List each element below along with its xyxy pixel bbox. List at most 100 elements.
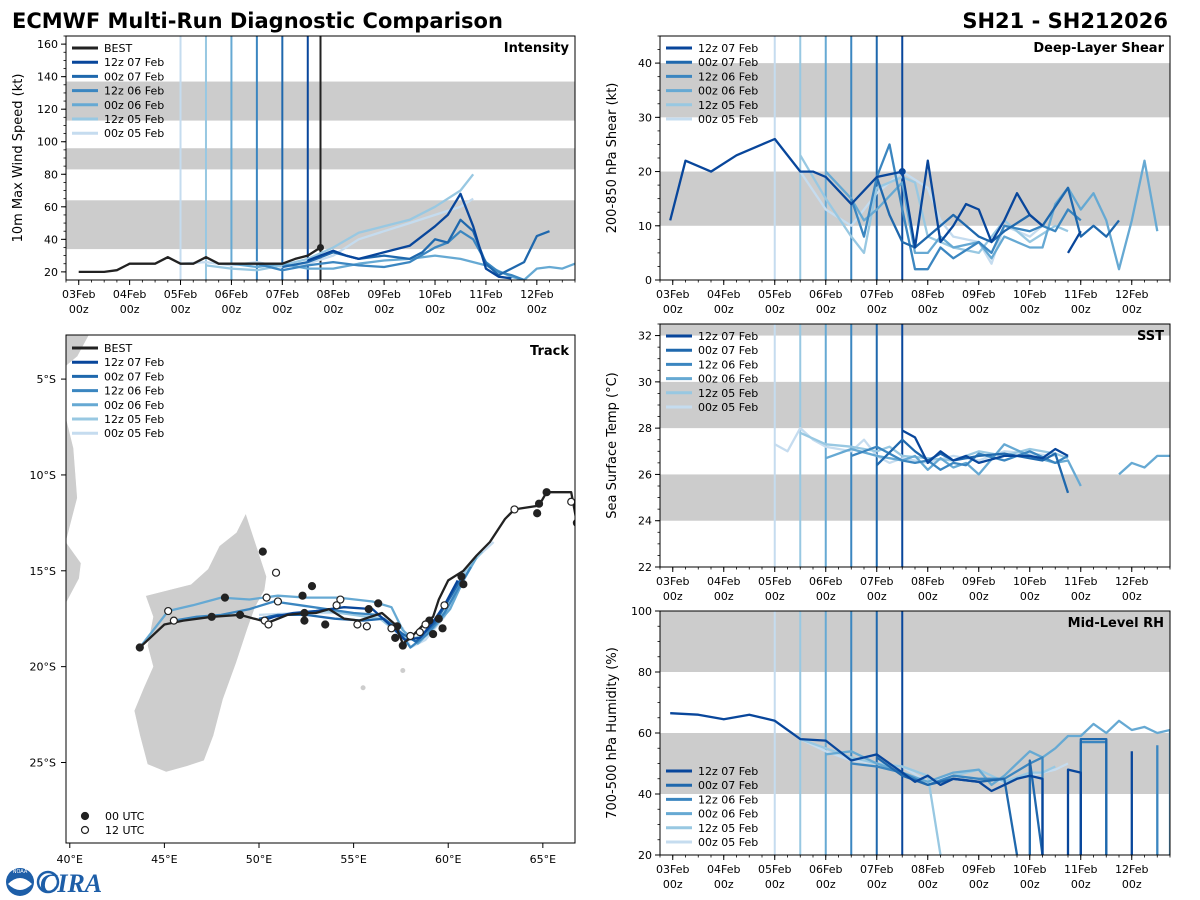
intensity-xtick-date-7: 10Feb [418,288,451,301]
intensity-ytick-label-40: 40 [44,233,58,246]
intensity-xtick-date-6: 09Feb [367,288,400,301]
shear-xtick-date-5: 08Feb [911,288,944,301]
intensity-best-current-point [317,243,324,251]
track-legend-label-00z-07-feb: 00z 07 Feb [104,370,164,383]
shear-series-00z-05-feb [773,138,1056,265]
track-best-point-2 [534,499,544,508]
rh-xtick-date-4: 07Feb [860,863,893,876]
shear-xtick-date-8: 11Feb [1064,288,1097,301]
shear-ytick-label-0: 0 [645,274,652,287]
sst-xtick-hour-4: 00z [867,590,887,603]
sst-xtick-date-6: 09Feb [962,575,995,588]
shear-xtick-date-2: 05Feb [758,288,791,301]
track-best-point-24 [336,595,345,604]
rh-legend-label-00z-07-feb: 00z 07 Feb [698,779,758,792]
sst-xtick-hour-7: 00z [1020,590,1040,603]
track-ytick-label-4: 25°S [30,756,56,769]
rh-xtick-date-8: 11Feb [1064,863,1097,876]
track-best-point-33 [258,547,267,556]
intensity-series-00z-05-feb [180,197,474,269]
track-title: Track [530,344,569,359]
rh-ytick-label-40: 40 [638,788,652,801]
track-plot-area [66,335,575,773]
intensity-panel: 20 40 60 80 100 120 140 160 03Feb 00z 04Feb 00z 05Fe… [11,35,576,316]
track-xtick-label-1: 45°E [151,853,177,866]
track-best-point-13 [428,629,438,639]
track-best-point-16 [398,641,407,650]
track-best-point-19 [387,624,396,633]
track-ytick-label-3: 20°S [30,661,56,674]
track-xtick-label-4: 60°E [435,853,461,866]
sst-xtick-date-8: 11Feb [1064,575,1097,588]
intensity-series-12z-06-feb [256,230,525,280]
rh-xtick-date-7: 10Feb [1013,863,1046,876]
rh-title: Mid-Level RH [1068,616,1164,631]
sst-ytick-label-26: 26 [638,468,652,481]
intensity-xtick-hour-0: 00z [69,303,89,316]
track-best-point-9 [434,614,443,623]
intensity-xtick-hour-4: 00z [272,303,292,316]
shear-xtick-hour-0: 00z [663,303,683,316]
track-best-point-8 [440,601,449,610]
track-panel: 40°E 45°E 50°E 55°E 60°E 65°E 5°S 10°S 15°S 20°S 2… [30,334,576,866]
sst-series-12z-07-feb [901,429,1069,465]
shear-plot-area [660,36,1170,280]
shear-xtick-hour-9: 00z [1122,303,1142,316]
track-best-point-23 [362,622,371,631]
track-best-point-37 [235,610,245,619]
rh-xtick-hour-2: 00z [765,878,785,891]
shear-xtick-date-6: 09Feb [962,288,995,301]
intensity-xtick-hour-5: 00z [323,303,343,316]
track-xtick-label-0: 40°E [57,853,83,866]
rh-ylabel: 700-500 hPa Humidity (%) [605,647,620,819]
noaa-logo: NOAA [6,868,34,896]
intensity-series-12z-05-feb [205,173,475,272]
rh-xtick-hour-8: 00z [1071,878,1091,891]
intensity-xtick-date-0: 03Feb [62,288,95,301]
track-best-point-34 [262,593,271,602]
shear-legend-label-00z-07-feb: 00z 07 Feb [698,56,758,69]
track-xtick-label-3: 55°E [340,853,366,866]
sst-ytick-label-22: 22 [638,561,652,574]
shear-legend-label-12z-07-feb: 12z 07 Feb [698,42,758,55]
rh-xtick-date-6: 09Feb [962,863,995,876]
sst-xtick-hour-6: 00z [969,590,989,603]
sst-xtick-hour-1: 00z [714,590,734,603]
track-best-point-1 [542,488,551,497]
sst-series-12z-05-feb [799,431,1069,462]
intensity-ylabel: 10m Max Wind Speed (kt) [11,74,26,243]
africa-north-land [66,335,89,366]
track-ytick-label-0: 5°S [37,373,56,386]
shear-xtick-hour-3: 00z [816,303,836,316]
sst-xtick-date-9: 12Feb [1115,575,1148,588]
rh-xtick-date-5: 08Feb [911,863,944,876]
intensity-xtick-hour-7: 00z [425,303,445,316]
track-frame [65,334,576,844]
rh-xtick-hour-0: 00z [663,878,683,891]
sst-series-12z-06-feb [850,445,1069,471]
track-best-point-26 [321,620,330,629]
shear-panel: 0 10 20 30 40 03Feb 00z 04Feb 00z 05Feb 00z 06Feb 00… [605,35,1171,316]
sst-xtick-date-7: 10Feb [1013,575,1046,588]
track-legend-label-12z-05-feb: 12z 05 Feb [104,413,164,426]
intensity-xtick-date-8: 11Feb [469,288,502,301]
sst-xtick-date-5: 08Feb [911,575,944,588]
sst-legend-label-12z-06-feb: 12z 06 Feb [698,358,758,371]
track-best-point-28 [298,591,307,600]
shear-xtick-date-4: 07Feb [860,288,893,301]
rh-xtick-hour-4: 00z [867,878,887,891]
shear-ytick-label-10: 10 [638,220,652,233]
track-best-point-4 [510,505,519,514]
track-ytick-label-1: 10°S [30,469,56,482]
intensity-series-12z-07-feb [307,192,512,280]
rh-legend-label-12z-05-feb: 12z 05 Feb [698,822,758,835]
track-best-point-17 [391,633,400,642]
shear-legend-label-00z-06-feb: 00z 06 Feb [698,85,758,98]
intensity-series-00z-06-feb [231,254,575,280]
track-best-point-14 [415,628,424,637]
shear-ytick-label-20: 20 [638,166,652,179]
track-best-point-39 [207,612,216,621]
track-best-point-27 [307,582,317,591]
track-best-point-21 [364,605,373,614]
